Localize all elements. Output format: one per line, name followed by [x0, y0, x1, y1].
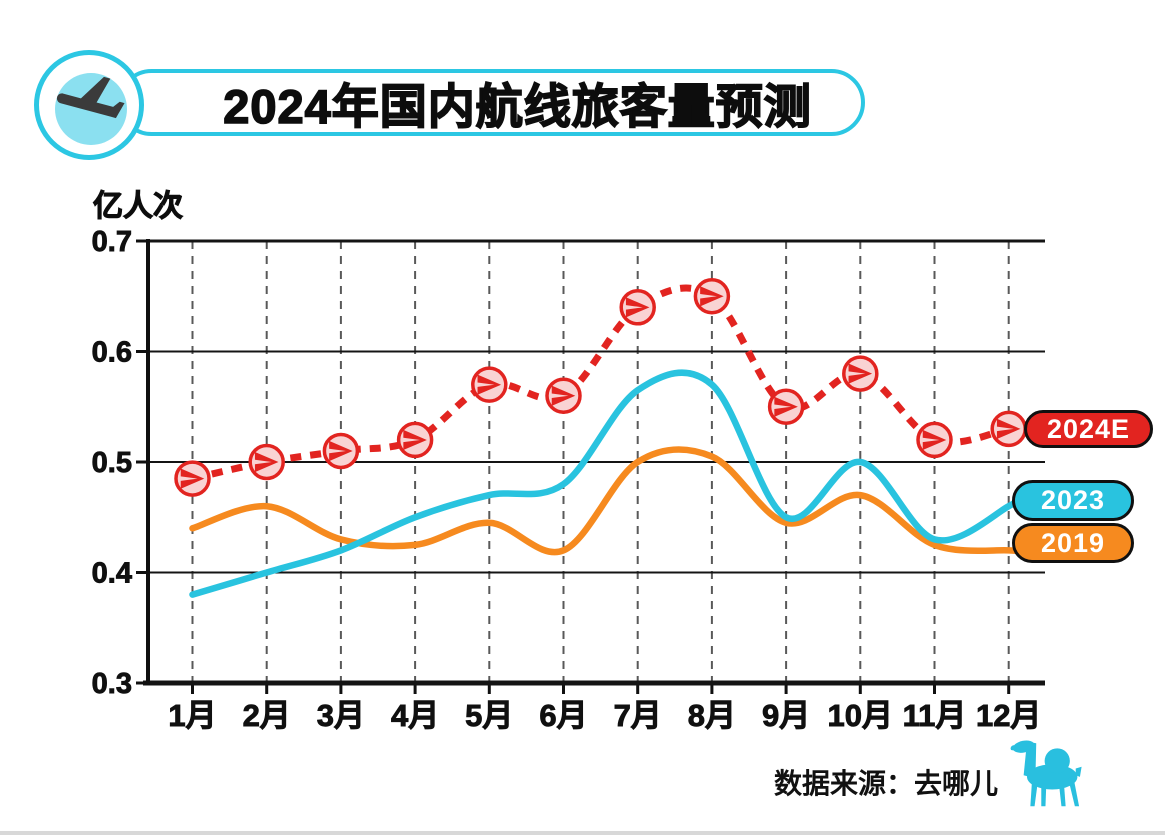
y-tick-label: 0.6: [92, 337, 132, 369]
legend-2023-label: 2023: [1040, 485, 1106, 515]
legend-2024e: 2024E: [1024, 410, 1153, 448]
airplane-marker-icon: [996, 418, 1021, 439]
airplane-landing-icon: [56, 76, 125, 119]
legend-2019-label: 2019: [1040, 527, 1106, 558]
legend-2023: 2023: [1012, 480, 1134, 521]
y-tick-label: 0.3: [92, 668, 132, 700]
x-tick-label: 2月: [243, 698, 291, 733]
legend-2024e-label: 2024E: [1046, 413, 1131, 444]
airplane-marker-icon: [848, 363, 873, 384]
title-badge: [34, 50, 144, 160]
title-banner: 2024年国内航线旅客量预测: [118, 69, 865, 136]
airplane-marker-icon: [254, 451, 279, 473]
airplane-marker-icon: [774, 396, 798, 417]
x-tick-label: 7月: [614, 698, 662, 733]
series-2023-line: [189, 369, 1021, 598]
airplane-marker-icon: [700, 286, 724, 307]
x-tick-label: 3月: [317, 698, 365, 733]
airplane-marker-icon: [625, 297, 650, 318]
x-tick-label: 9月: [762, 698, 810, 733]
page-title: 2024年国内航线旅客量预测: [222, 79, 812, 134]
x-tick-label: 12月: [976, 698, 1041, 733]
x-tick-label: 1月: [168, 698, 216, 733]
data-source-label: 数据来源：去哪儿: [773, 768, 998, 799]
page-bottom-edge: [0, 831, 1165, 835]
airplane-marker-icon: [403, 429, 427, 451]
legend-2019: 2019: [1012, 523, 1134, 563]
y-axis-unit-label: 亿人次: [93, 190, 184, 224]
x-tick-label: 4月: [391, 698, 439, 733]
series-2024e-line: [191, 284, 1010, 482]
qunar-camel-logo: [1010, 740, 1082, 807]
airplane-marker-icon: [477, 374, 502, 395]
airplane-marker-icon: [329, 440, 353, 462]
x-tick-label: 11月: [903, 698, 967, 733]
airplane-marker-icon: [922, 429, 947, 451]
x-tick-label: 6月: [539, 698, 587, 733]
y-tick-label: 0.4: [92, 558, 132, 590]
y-tick-label: 0.5: [92, 447, 132, 479]
y-tick-label: 0.7: [92, 226, 132, 258]
series-2019-line: [189, 446, 1021, 556]
x-tick-label: 10月: [828, 698, 893, 733]
airplane-marker-icon: [551, 385, 576, 406]
x-tick-label: 8月: [688, 698, 736, 733]
x-tick-label: 5月: [465, 698, 513, 733]
airplane-marker-icon: [180, 468, 205, 489]
